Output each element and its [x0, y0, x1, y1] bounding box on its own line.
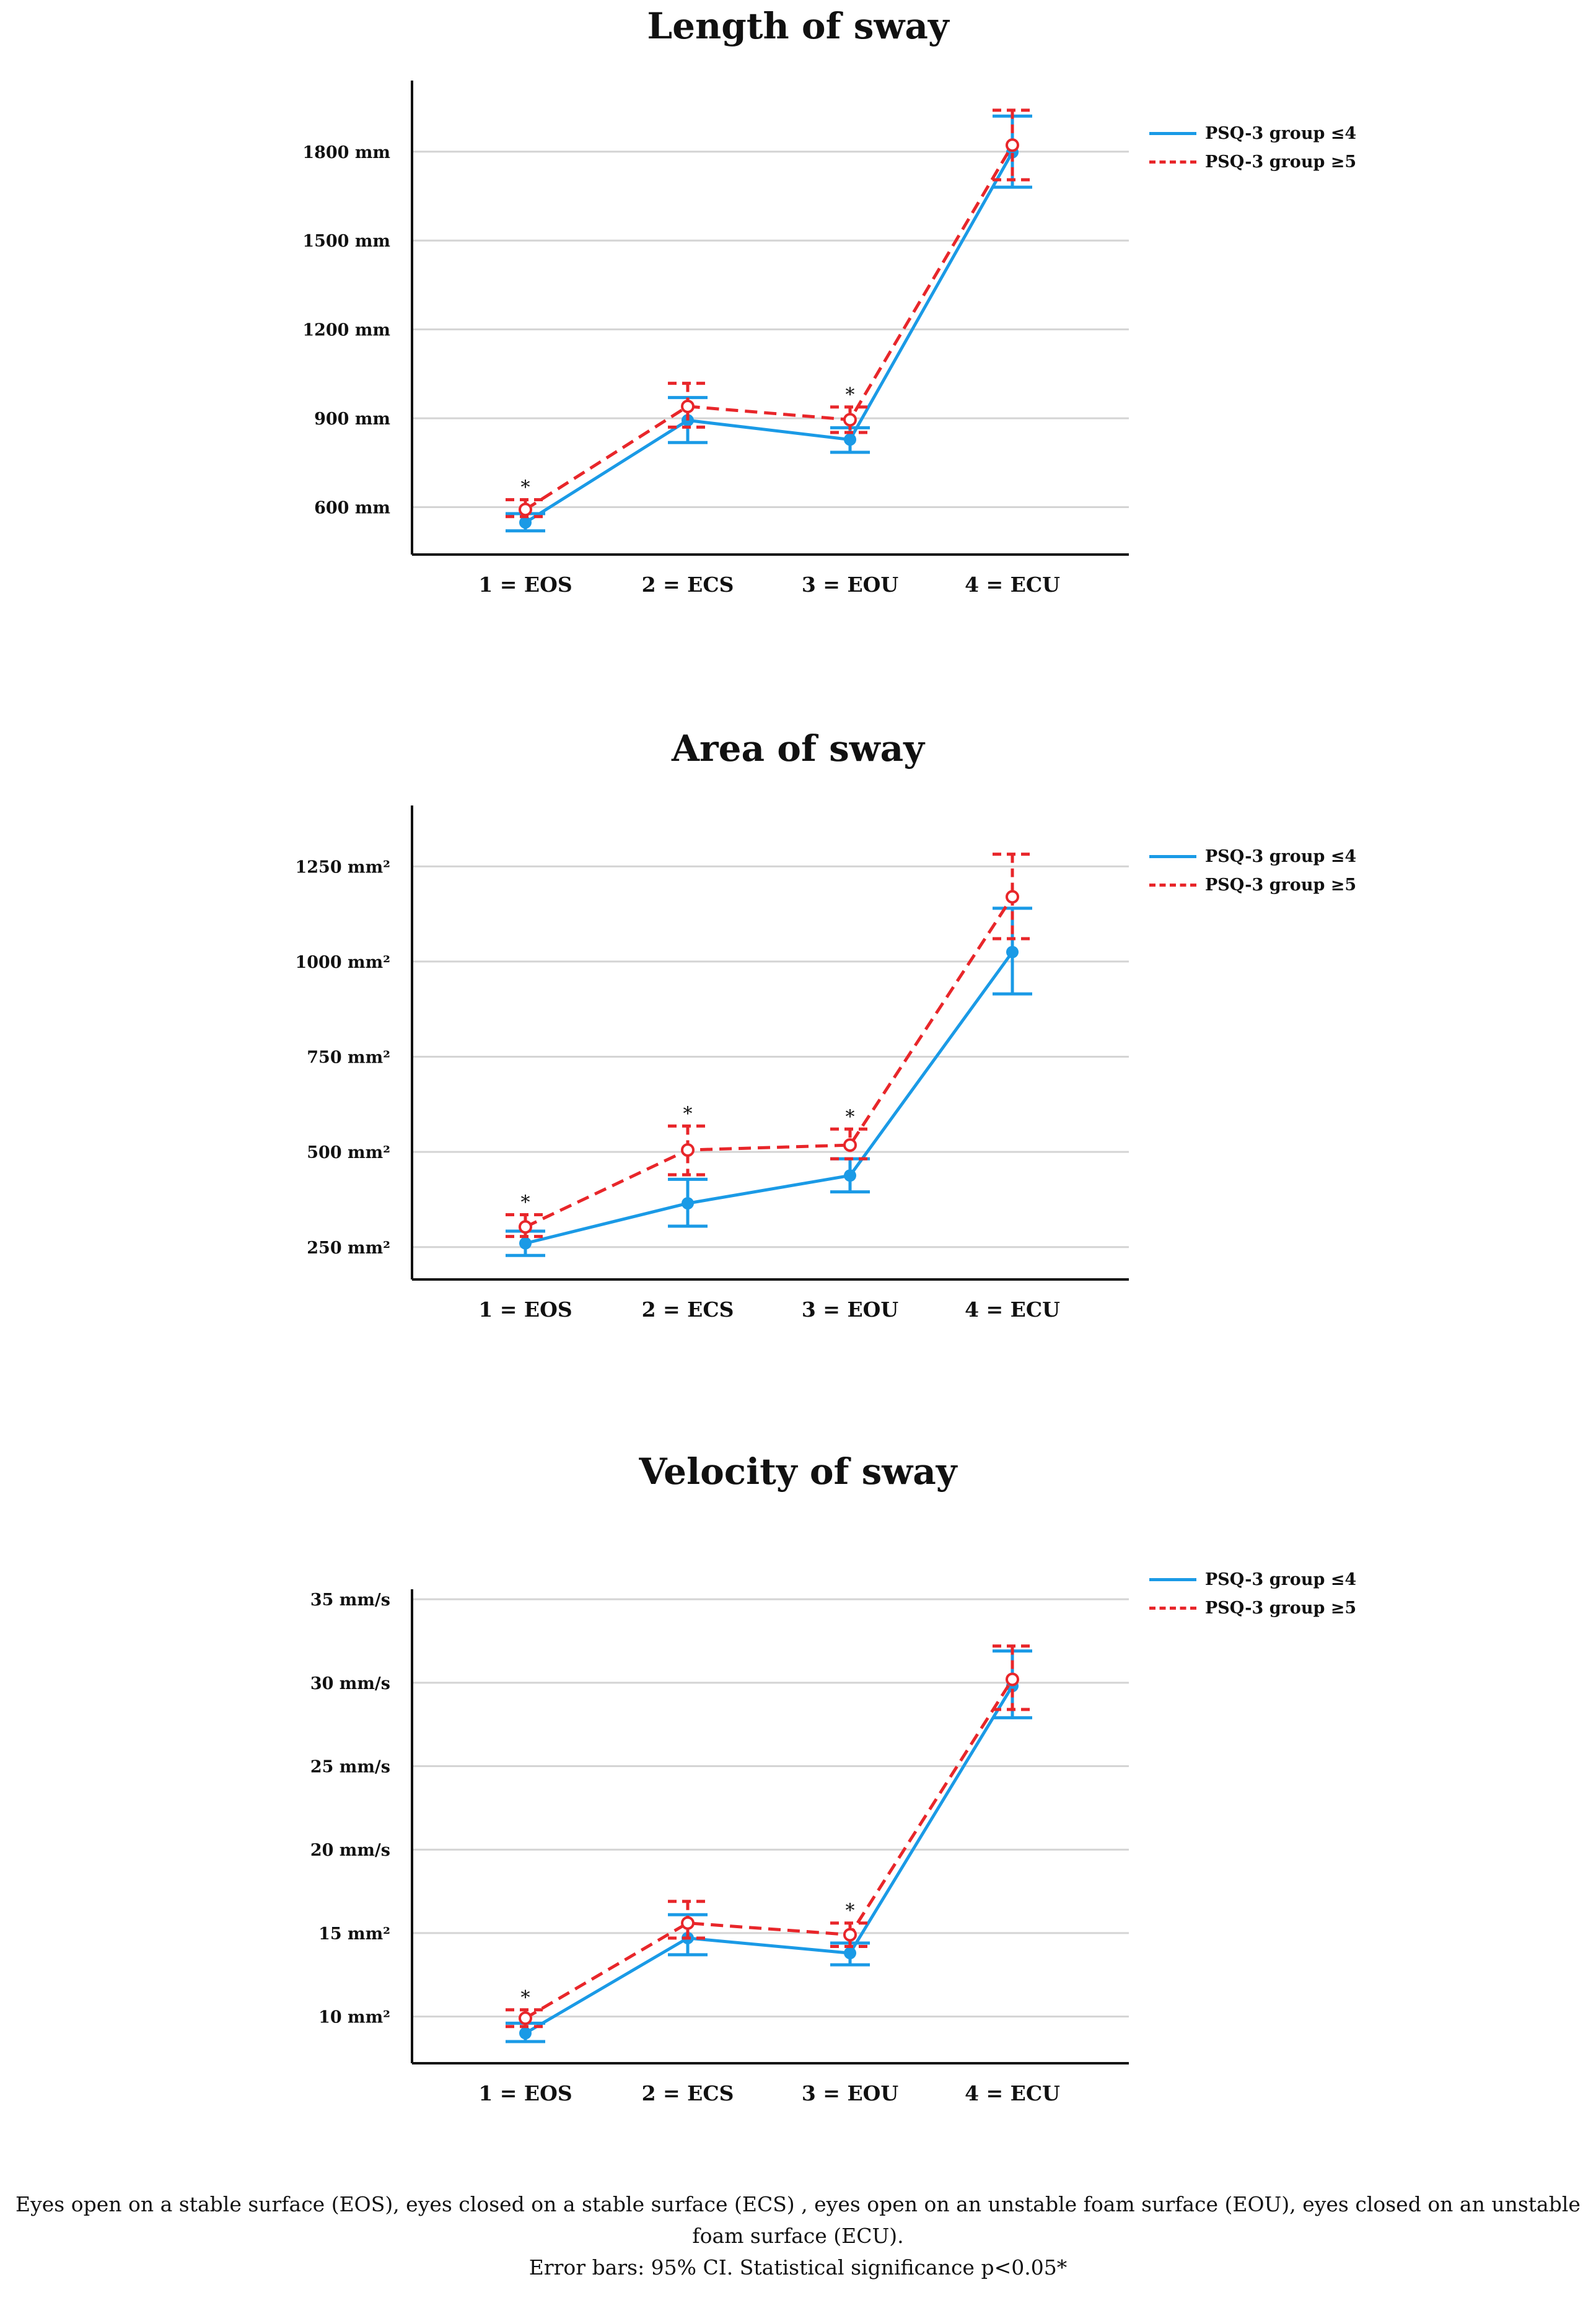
legend-solid-swatch	[1149, 131, 1196, 135]
data-point	[519, 516, 532, 529]
y-tick-label: 35 mm/s	[310, 1590, 390, 1610]
y-tick-label: 250 mm²	[307, 1239, 390, 1258]
series-line	[524, 1678, 1014, 2020]
legend-label: PSQ-3 group ≤4	[1205, 1569, 1357, 1589]
legend-label: PSQ-3 group ≤4	[1205, 846, 1357, 866]
y-tick-label: 750 mm²	[307, 1048, 390, 1068]
chart-plot-area: 250 mm² 500 mm² 750 mm² 1000 mm² 1250 mm² 1 =…	[295, 805, 1129, 1322]
y-tick-label: 500 mm²	[307, 1143, 390, 1162]
y-tick-label: 10 mm²	[318, 2008, 390, 2027]
data-point	[519, 1237, 532, 1250]
data-point	[519, 1220, 532, 1234]
data-point	[843, 1138, 857, 1152]
legend-item-group-2: PSQ-3 group ≥5	[1149, 147, 1356, 176]
chart-legend: PSQ-3 group ≤4 PSQ-3 group ≥5	[1149, 842, 1356, 899]
chart-velocity-of-sway: Velocity of sway 10 mm² 15 mm² 20 mm/s 25 m…	[0, 1450, 1596, 2175]
chart-length-of-sway: Length of sway 600 mm 900 mm 1200 mm 1500 m…	[0, 0, 1596, 725]
chart-legend: PSQ-3 group ≤4 PSQ-3 group ≥5	[1149, 1565, 1356, 1622]
legend-item-group-1: PSQ-3 group ≤4	[1149, 1565, 1356, 1594]
x-tick-label: 2 = ECS	[642, 2081, 734, 2105]
x-tick-label: 3 = EOU	[802, 2081, 898, 2105]
significance-marker: *	[521, 1987, 530, 2009]
y-tick-label: 1500 mm	[302, 232, 390, 251]
chart-plot-area: 10 mm² 15 mm² 20 mm/s 25 mm/s 30 mm/s 35 mm/s…	[310, 1589, 1129, 2105]
chart-legend: PSQ-3 group ≤4 PSQ-3 group ≥5	[1149, 119, 1356, 176]
caption-line-2: Error bars: 95% CI. Statistical signific…	[528, 2255, 1068, 2279]
caption-line-1: Eyes open on a stable surface (EOS), eye…	[15, 2192, 1581, 2248]
legend-dashed-swatch	[1149, 160, 1196, 164]
data-point	[519, 2027, 532, 2040]
x-tick-label: 1 = EOS	[478, 573, 572, 597]
chart-plot-area: 600 mm 900 mm 1200 mm 1500 mm 1800 mm 1 = EOS…	[302, 81, 1129, 597]
significance-marker: *	[846, 1900, 855, 1922]
data-point	[844, 433, 856, 446]
series-line	[524, 896, 1014, 1229]
y-tick-label: 600 mm	[314, 499, 390, 518]
series-line	[524, 144, 1014, 511]
y-tick-label: 25 mm/s	[310, 1758, 390, 1777]
significance-marker: *	[683, 1103, 693, 1125]
y-tick-label: 20 mm/s	[310, 1841, 390, 1860]
data-point	[843, 413, 857, 427]
legend-item-group-2: PSQ-3 group ≥5	[1149, 871, 1356, 899]
x-tick-label: 3 = EOU	[802, 1297, 898, 1322]
data-point	[682, 1197, 694, 1210]
legend-item-group-2: PSQ-3 group ≥5	[1149, 1594, 1356, 1622]
significance-marker: *	[521, 477, 530, 499]
significance-marker: *	[846, 1106, 855, 1128]
data-point	[1006, 138, 1019, 152]
significance-marker: *	[521, 1192, 530, 1214]
data-point	[519, 502, 532, 517]
legend-label: PSQ-3 group ≥5	[1205, 875, 1357, 895]
x-tick-label: 2 = ECS	[642, 573, 734, 597]
y-tick-label: 1200 mm	[302, 321, 390, 340]
y-tick-label: 15 mm²	[318, 1924, 390, 1944]
data-point	[1006, 946, 1019, 959]
legend-label: PSQ-3 group ≤4	[1205, 123, 1357, 143]
legend-solid-swatch	[1149, 1577, 1196, 1581]
series-line	[524, 151, 1014, 524]
data-point	[1006, 1672, 1019, 1687]
x-tick-label: 1 = EOS	[478, 2081, 572, 2105]
legend-label: PSQ-3 group ≥5	[1205, 152, 1357, 172]
y-tick-label: 1800 mm	[302, 143, 390, 162]
y-tick-label: 30 mm/s	[310, 1674, 390, 1693]
chart-title: Area of sway	[672, 727, 924, 770]
data-point	[1006, 890, 1019, 904]
data-point	[681, 399, 695, 413]
legend-item-group-1: PSQ-3 group ≤4	[1149, 119, 1356, 147]
x-tick-label: 4 = ECU	[965, 2081, 1060, 2105]
legend-dashed-swatch	[1149, 1606, 1196, 1610]
series-line	[525, 951, 1014, 1245]
x-tick-label: 4 = ECU	[965, 1297, 1060, 1322]
data-point	[681, 1916, 695, 1930]
legend-label: PSQ-3 group ≥5	[1205, 1598, 1357, 1618]
legend-dashed-swatch	[1149, 883, 1196, 887]
y-tick-label: 900 mm	[314, 410, 390, 429]
data-point	[681, 1143, 695, 1157]
x-tick-label: 4 = ECU	[965, 573, 1060, 597]
y-tick-label: 1000 mm²	[295, 953, 390, 972]
y-tick-label: 1250 mm²	[295, 858, 390, 877]
data-point	[519, 2011, 532, 2025]
chart-title: Velocity of sway	[639, 1450, 957, 1493]
x-tick-label: 3 = EOU	[802, 573, 898, 597]
data-point	[843, 1928, 857, 1942]
chart-title: Length of sway	[647, 5, 949, 47]
legend-item-group-1: PSQ-3 group ≤4	[1149, 842, 1356, 871]
chart-area-of-sway: Area of sway 250 mm² 500 mm² 750 mm² 1000 m…	[0, 725, 1596, 1450]
x-tick-label: 1 = EOS	[478, 1297, 572, 1322]
legend-solid-swatch	[1149, 854, 1196, 858]
figure-caption: Eyes open on a stable surface (EOS), eye…	[0, 2188, 1596, 2283]
data-point	[844, 1169, 856, 1182]
x-tick-label: 2 = ECS	[642, 1297, 734, 1322]
data-point	[844, 1947, 856, 1960]
series-line	[524, 1685, 1014, 2035]
significance-marker: *	[846, 384, 855, 406]
